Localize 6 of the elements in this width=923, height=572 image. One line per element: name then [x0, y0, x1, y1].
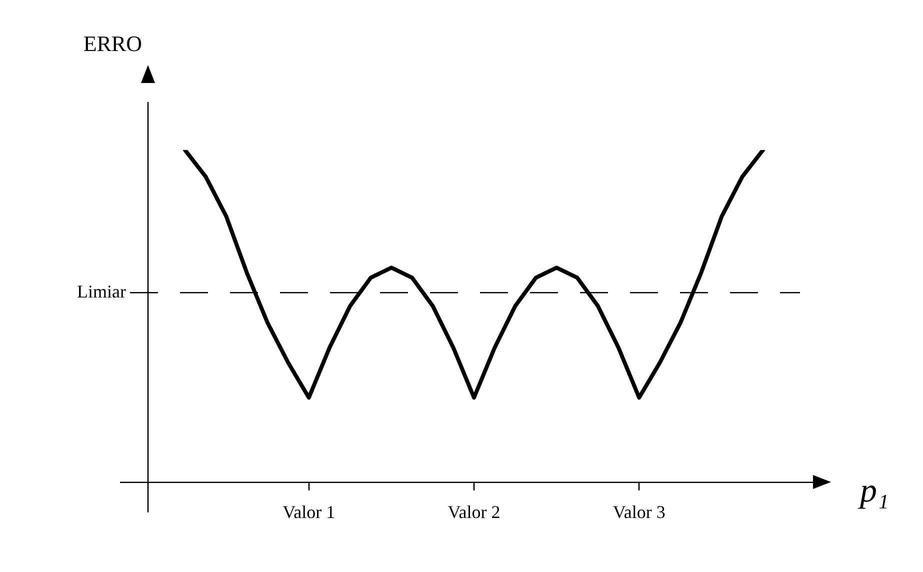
x-tick-label: Valor 2: [448, 502, 500, 522]
x-axis-title: p₁: [858, 472, 889, 510]
x-tick-label: Valor 3: [612, 502, 666, 522]
ref-line-label: Limiar: [77, 281, 126, 302]
x-tick-label: Valor 1: [282, 502, 336, 522]
y-axis-title: ERRO: [83, 30, 142, 56]
